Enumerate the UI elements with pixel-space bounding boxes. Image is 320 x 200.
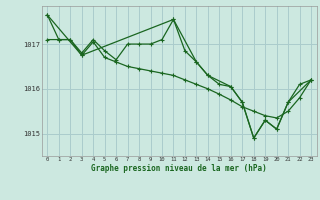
X-axis label: Graphe pression niveau de la mer (hPa): Graphe pression niveau de la mer (hPa): [91, 164, 267, 173]
